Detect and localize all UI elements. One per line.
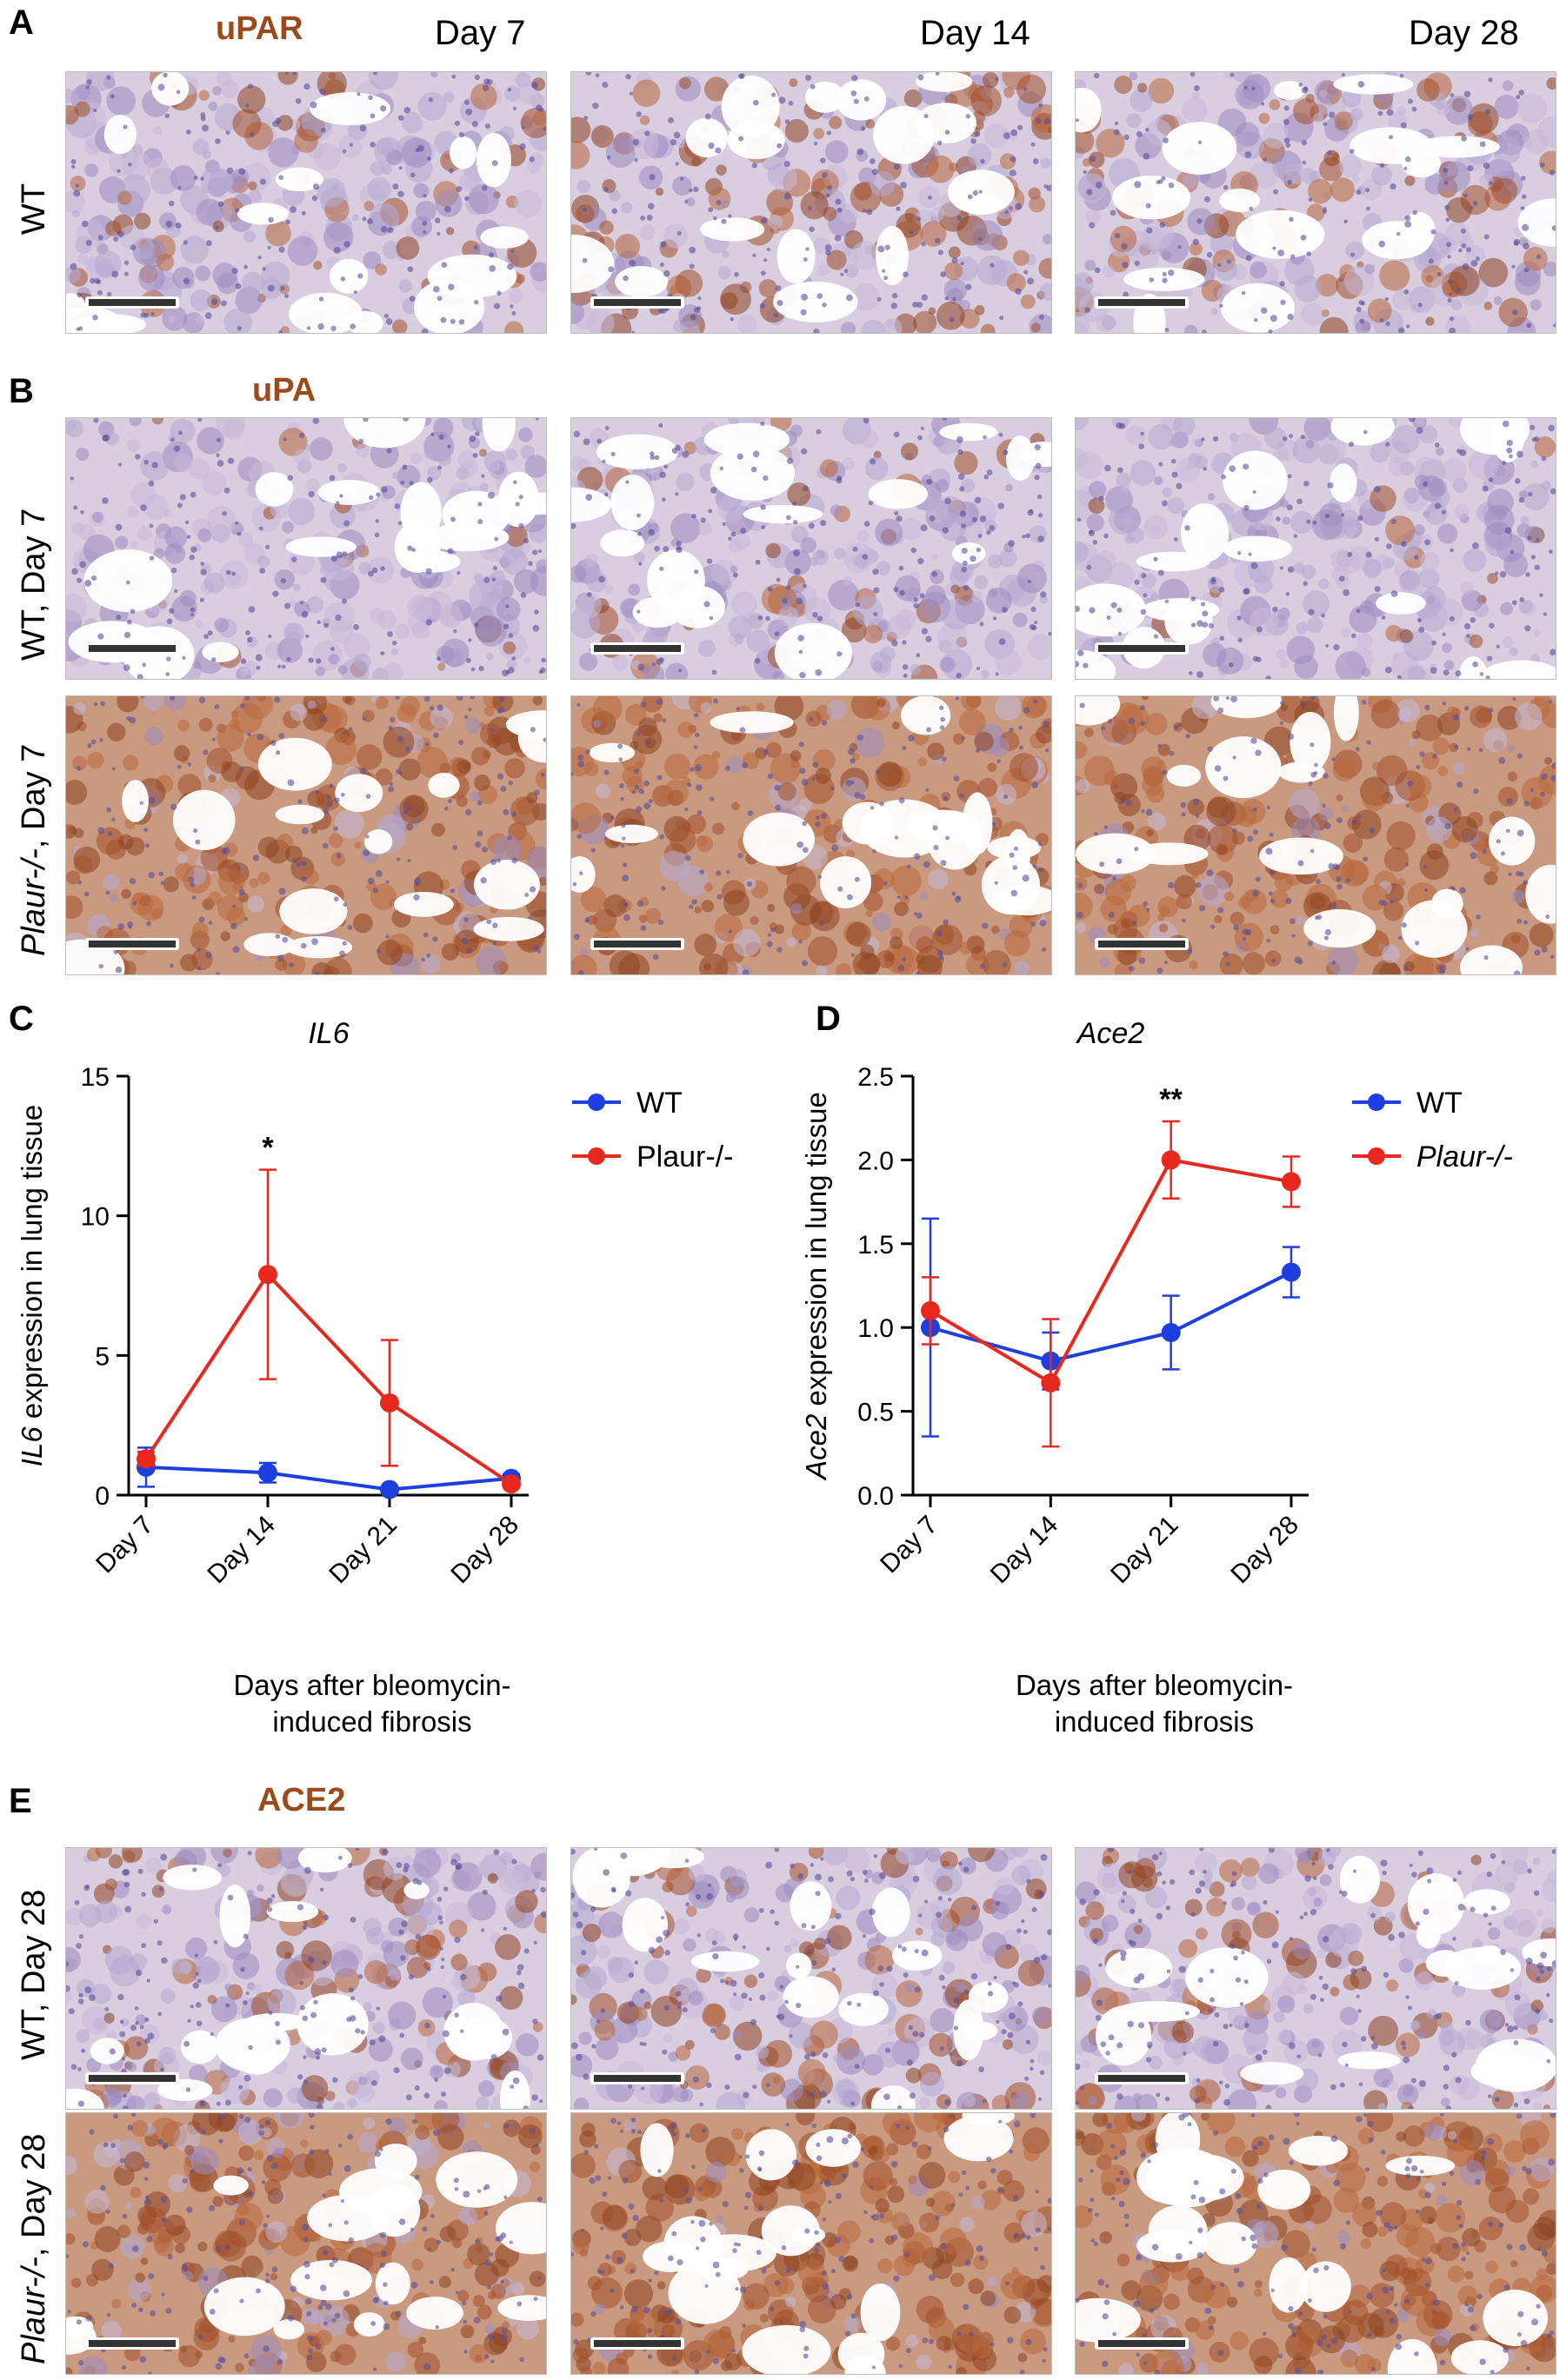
row-label-e-wt: WT, Day 28 xyxy=(16,1889,52,2060)
chart-ace2: Ace2 0.0 0.5 1.0 1.5 2.0 2.5 Day 7 Day 14 Day 21 D… xyxy=(783,1000,1566,1747)
stain-label-upar: uPAR xyxy=(216,10,303,47)
y-tick-label: 1.5 xyxy=(857,1231,894,1260)
data-point xyxy=(258,1265,277,1285)
micrograph-e-wt-1 xyxy=(65,1847,547,2110)
day-label-7: Day 7 xyxy=(435,14,526,52)
data-point xyxy=(502,1474,521,1494)
day-label-14: Day 14 xyxy=(920,14,1030,52)
legend-marker xyxy=(588,1147,605,1165)
y-axis-label: IL6 expression in lung tissue xyxy=(16,1105,48,1466)
micrograph-e-wt-2 xyxy=(570,1847,1052,2110)
x-tick-label: Day 21 xyxy=(1105,1511,1184,1590)
x-axis-label-line2: induced fibrosis xyxy=(272,1705,471,1738)
micrograph-b-plaur-3 xyxy=(1075,695,1556,975)
row-label-b-wt: WT, Day 7 xyxy=(16,508,52,661)
x-tick-label: Day 7 xyxy=(90,1511,159,1579)
micrograph-a-day14 xyxy=(570,71,1052,334)
x-tick-label: Day 14 xyxy=(202,1511,281,1590)
data-point xyxy=(1282,1172,1301,1192)
row-label-e-plaur: Plaur-/-, Day 28 xyxy=(16,2133,52,2364)
data-point xyxy=(1282,1262,1301,1282)
y-tick-label: 0.5 xyxy=(857,1399,894,1427)
data-point xyxy=(380,1479,399,1499)
y-tick-label: 5 xyxy=(95,1342,110,1371)
y-tick-label: 2.5 xyxy=(857,1063,894,1092)
micrograph-b-wt-2 xyxy=(570,417,1052,680)
chart-title: Ace2 xyxy=(1076,1017,1145,1050)
data-point xyxy=(137,1449,156,1469)
y-tick-label: 0.0 xyxy=(857,1482,894,1511)
micrograph-e-wt-3 xyxy=(1075,1847,1556,2110)
x-tick-label: Day 7 xyxy=(875,1511,943,1579)
series-line-plaur xyxy=(929,1158,1292,1386)
row-label-b-plaur: Plaur-/-, Day 7 xyxy=(16,743,52,956)
x-axis-label: Days after bleomycin- xyxy=(1016,1669,1293,1701)
data-point xyxy=(921,1300,940,1320)
day-label-28: Day 28 xyxy=(1409,14,1519,52)
stain-label-ace2: ACE2 xyxy=(257,1782,346,1818)
significance-marker: ** xyxy=(1159,1083,1183,1116)
legend-label: WT xyxy=(636,1087,683,1120)
legend-marker xyxy=(1368,1094,1385,1111)
significance-marker: * xyxy=(262,1132,274,1165)
chart-il6: IL6 0 5 10 15 Day 7 Day 14 Day 21 Day 28 IL6 expr… xyxy=(0,1000,783,1747)
y-tick-label: 15 xyxy=(81,1063,110,1092)
legend-label: Plaur-/- xyxy=(636,1140,733,1173)
series-line-plaur xyxy=(144,1271,513,1486)
micrograph-a-day28 xyxy=(1075,71,1556,334)
legend-marker xyxy=(1368,1147,1385,1165)
micrograph-e-plaur-1 xyxy=(65,2112,547,2375)
panel-letter-e: E xyxy=(9,1782,32,1820)
legend-label: WT xyxy=(1416,1087,1463,1120)
data-point xyxy=(1161,1150,1181,1170)
y-tick-label: 0 xyxy=(95,1482,110,1511)
data-point xyxy=(380,1393,399,1413)
x-axis-label-line2: induced fibrosis xyxy=(1055,1705,1254,1738)
x-tick-label: Day 28 xyxy=(445,1511,524,1590)
micrograph-e-plaur-3 xyxy=(1075,2112,1556,2375)
series-line-wt xyxy=(930,1270,1292,1363)
panel-letter-a: A xyxy=(9,3,34,42)
data-point xyxy=(1041,1373,1061,1393)
y-tick-label: 10 xyxy=(81,1203,110,1232)
row-label-a-wt: WT xyxy=(16,183,52,235)
chart-title: IL6 xyxy=(308,1017,349,1050)
micrograph-a-day7 xyxy=(65,71,547,334)
micrograph-b-plaur-1 xyxy=(65,695,547,975)
legend-label: Plaur-/- xyxy=(1416,1140,1513,1173)
legend-marker xyxy=(588,1094,605,1111)
y-tick-label: 2.0 xyxy=(857,1147,894,1175)
y-tick-label: 1.0 xyxy=(857,1314,894,1343)
micrograph-b-plaur-2 xyxy=(570,695,1052,975)
panel-letter-b: B xyxy=(9,372,34,410)
x-tick-label: Day 14 xyxy=(985,1511,1064,1590)
micrograph-b-wt-1 xyxy=(65,417,547,680)
x-tick-label: Day 28 xyxy=(1225,1511,1304,1590)
data-point xyxy=(1161,1322,1181,1342)
panel-letter-d: D xyxy=(816,1000,841,1038)
stain-label-upa: uPA xyxy=(252,372,317,409)
micrograph-b-wt-3 xyxy=(1075,417,1556,680)
x-tick-label: Day 21 xyxy=(323,1511,403,1590)
series-line-wt xyxy=(145,1465,512,1492)
micrograph-e-plaur-2 xyxy=(570,2112,1052,2375)
y-axis-label: Ace2 expression in lung tissue xyxy=(800,1092,832,1481)
panel-letter-c: C xyxy=(9,1000,34,1038)
data-point xyxy=(258,1463,277,1483)
x-axis-label: Days after bleomycin- xyxy=(233,1669,510,1701)
